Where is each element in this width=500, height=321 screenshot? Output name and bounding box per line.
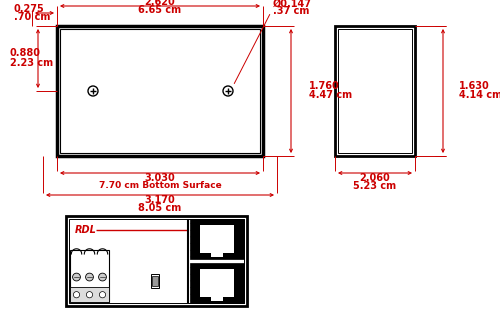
Text: 4.14 cm: 4.14 cm	[459, 90, 500, 100]
Bar	[190, 263, 244, 303]
Bar	[60, 29, 260, 153]
Text: 7.70 cm Bottom Surface: 7.70 cm Bottom Surface	[98, 181, 222, 190]
Bar	[210, 296, 224, 301]
Circle shape	[86, 273, 94, 281]
Text: 1.630: 1.630	[459, 81, 490, 91]
Text: 1.760: 1.760	[309, 81, 340, 91]
Bar	[69, 219, 244, 303]
Circle shape	[86, 291, 92, 298]
Text: 3.170: 3.170	[144, 195, 176, 205]
Text: 0.880: 0.880	[10, 48, 41, 58]
Circle shape	[98, 273, 106, 281]
Circle shape	[88, 86, 98, 96]
Bar	[338, 29, 412, 153]
Text: RDL: RDL	[75, 225, 97, 235]
Text: .37 cm: .37 cm	[273, 6, 310, 16]
Text: 2.620: 2.620	[144, 0, 176, 7]
Text: 3.030: 3.030	[144, 173, 176, 183]
Bar	[152, 276, 158, 286]
Circle shape	[100, 291, 105, 298]
Text: 8.05 cm: 8.05 cm	[138, 203, 182, 213]
Circle shape	[223, 86, 233, 96]
Bar	[57, 26, 263, 156]
Bar	[210, 252, 224, 257]
Bar	[200, 225, 234, 253]
Text: 5.23 cm: 5.23 cm	[354, 181, 397, 191]
Text: 2.060: 2.060	[360, 173, 390, 183]
Text: Ø0.147: Ø0.147	[273, 0, 312, 9]
Circle shape	[74, 291, 80, 298]
Bar	[70, 287, 109, 302]
Bar	[151, 274, 159, 288]
Text: .70 cm: .70 cm	[14, 12, 51, 22]
Bar	[190, 219, 244, 259]
Text: 4.47 cm: 4.47 cm	[309, 90, 352, 100]
Text: 2.23 cm: 2.23 cm	[10, 57, 53, 67]
Circle shape	[72, 273, 80, 281]
Text: 6.65 cm: 6.65 cm	[138, 5, 182, 15]
Text: 0.275: 0.275	[14, 4, 45, 14]
Bar	[200, 269, 234, 297]
Bar	[66, 216, 247, 306]
Bar	[70, 250, 109, 302]
Bar	[335, 26, 415, 156]
